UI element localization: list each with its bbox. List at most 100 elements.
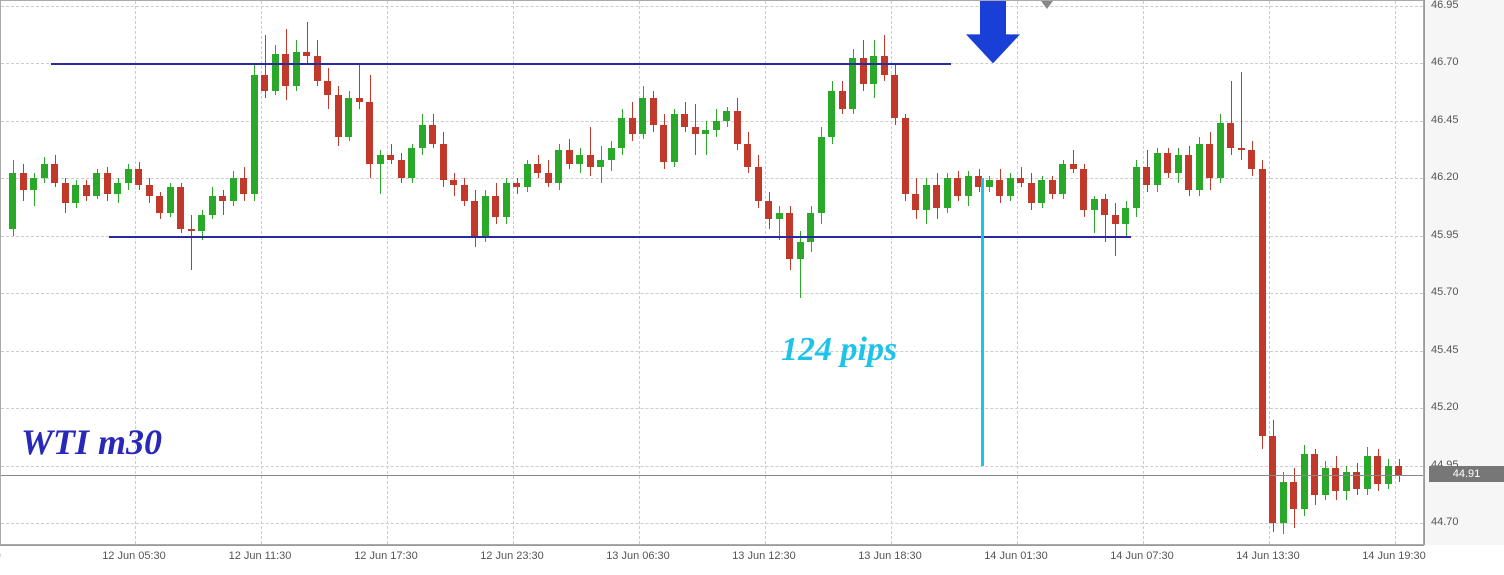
candle[interactable] — [20, 173, 27, 189]
candle[interactable] — [482, 196, 489, 237]
candle[interactable] — [818, 137, 825, 213]
candle[interactable] — [51, 164, 58, 182]
candle[interactable] — [807, 213, 814, 243]
candle[interactable] — [9, 173, 16, 228]
candle[interactable] — [1154, 153, 1161, 185]
candle[interactable] — [1028, 183, 1035, 204]
candle[interactable] — [209, 196, 216, 214]
candle[interactable] — [377, 155, 384, 164]
candle[interactable] — [1143, 167, 1150, 185]
candle[interactable] — [692, 127, 699, 134]
candle[interactable] — [576, 155, 583, 164]
candle[interactable] — [534, 164, 541, 173]
candle[interactable] — [965, 176, 972, 197]
candle[interactable] — [513, 183, 520, 188]
candle[interactable] — [72, 185, 79, 203]
candle[interactable] — [881, 56, 888, 74]
candle[interactable] — [1017, 178, 1024, 183]
candle[interactable] — [933, 185, 940, 208]
candle[interactable] — [1269, 436, 1276, 523]
candle[interactable] — [303, 52, 310, 57]
candle[interactable] — [429, 125, 436, 143]
candle[interactable] — [125, 169, 132, 183]
candle[interactable] — [681, 114, 688, 128]
down-arrow-icon[interactable] — [966, 0, 1020, 63]
candle[interactable] — [1038, 180, 1045, 203]
candle[interactable] — [1322, 468, 1329, 496]
candle[interactable] — [986, 180, 993, 187]
candle[interactable] — [650, 98, 657, 126]
candle[interactable] — [492, 196, 499, 217]
candle[interactable] — [629, 118, 636, 134]
candle[interactable] — [608, 148, 615, 159]
candle[interactable] — [156, 196, 163, 212]
candle[interactable] — [776, 213, 783, 220]
candle[interactable] — [188, 229, 195, 231]
candle[interactable] — [146, 185, 153, 196]
candle[interactable] — [1122, 208, 1129, 224]
candle[interactable] — [41, 164, 48, 178]
candle[interactable] — [1238, 148, 1245, 150]
candle[interactable] — [797, 242, 804, 258]
candle[interactable] — [944, 178, 951, 208]
candle[interactable] — [912, 194, 919, 210]
candle[interactable] — [1196, 144, 1203, 190]
candle[interactable] — [1217, 123, 1224, 178]
candle[interactable] — [723, 111, 730, 120]
candle[interactable] — [1049, 180, 1056, 194]
candle[interactable] — [1374, 456, 1381, 484]
candle[interactable] — [702, 130, 709, 135]
candle[interactable] — [1175, 155, 1182, 173]
candle[interactable] — [849, 58, 856, 109]
candle[interactable] — [1070, 164, 1077, 169]
candle[interactable] — [1395, 466, 1402, 475]
candle[interactable] — [1112, 215, 1119, 224]
candle[interactable] — [177, 187, 184, 228]
candle[interactable] — [996, 180, 1003, 196]
candle[interactable] — [618, 118, 625, 148]
candle[interactable] — [135, 169, 142, 185]
candle[interactable] — [1164, 153, 1171, 174]
candle[interactable] — [524, 164, 531, 187]
candle[interactable] — [870, 56, 877, 84]
candle[interactable] — [839, 91, 846, 109]
candle[interactable] — [261, 75, 268, 91]
candle[interactable] — [902, 118, 909, 194]
candle[interactable] — [1280, 482, 1287, 523]
candle[interactable] — [503, 183, 510, 217]
candle[interactable] — [83, 185, 90, 196]
plot-area[interactable]: WTI m30124 pips — [0, 0, 1424, 545]
candle[interactable] — [891, 75, 898, 119]
horizontal-line[interactable] — [51, 63, 951, 65]
candle[interactable] — [335, 95, 342, 136]
candle[interactable] — [282, 54, 289, 86]
candle[interactable] — [272, 54, 279, 91]
candle[interactable] — [755, 167, 762, 201]
candle[interactable] — [324, 81, 331, 95]
candle[interactable] — [765, 201, 772, 219]
candle[interactable] — [1101, 199, 1108, 215]
candle[interactable] — [314, 56, 321, 81]
candle[interactable] — [471, 201, 478, 238]
candle[interactable] — [1133, 167, 1140, 208]
candle[interactable] — [293, 52, 300, 86]
candle[interactable] — [345, 98, 352, 137]
candle[interactable] — [1248, 150, 1255, 168]
candle[interactable] — [1059, 164, 1066, 194]
candle[interactable] — [398, 160, 405, 178]
candle[interactable] — [1259, 169, 1266, 436]
candle[interactable] — [240, 178, 247, 194]
candle[interactable] — [923, 185, 930, 210]
candle[interactable] — [1185, 155, 1192, 189]
candle[interactable] — [587, 155, 594, 166]
candle[interactable] — [461, 185, 468, 201]
candle[interactable] — [545, 173, 552, 182]
candle[interactable] — [1091, 199, 1098, 210]
candle[interactable] — [104, 173, 111, 194]
candle[interactable] — [62, 183, 69, 204]
candle[interactable] — [198, 215, 205, 231]
candle[interactable] — [1007, 178, 1014, 196]
candle[interactable] — [440, 144, 447, 181]
candle[interactable] — [219, 196, 226, 201]
candle[interactable] — [744, 144, 751, 167]
